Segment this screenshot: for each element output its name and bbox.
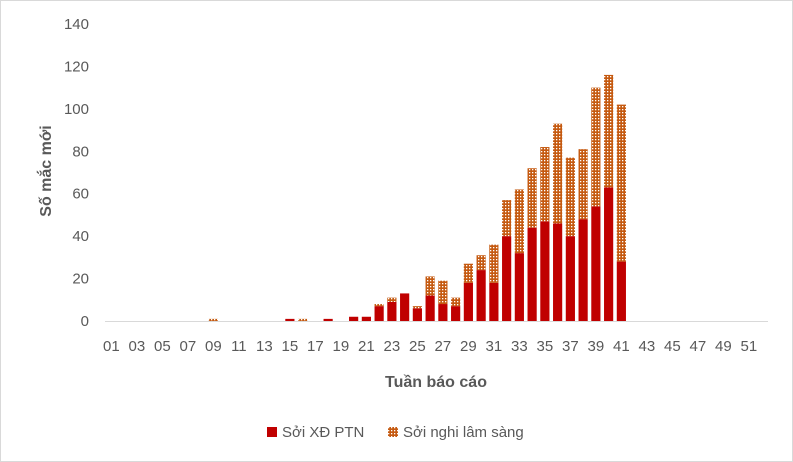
bar-confirmed-week-39 (591, 206, 601, 321)
legend-label-suspected: Sởi nghi lâm sàng (403, 424, 524, 441)
y-tick-label: 0 (81, 313, 89, 330)
x-tick-label: 03 (129, 338, 146, 355)
legend: Sởi XĐ PTN Sởi nghi lâm sàng (267, 424, 524, 441)
bar-confirmed-week-31 (489, 282, 499, 321)
bar-suspected-week-09 (208, 318, 218, 321)
bar-suspected-week-27 (438, 280, 448, 305)
bar-confirmed-week-30 (476, 270, 486, 321)
x-tick-label: 17 (307, 338, 324, 355)
bar-confirmed-week-20 (349, 316, 359, 321)
x-tick-label: 11 (231, 338, 247, 355)
bar-confirmed-week-34 (527, 227, 537, 321)
x-tick-label: 45 (664, 338, 681, 355)
y-axis-title: Số mắc mới (36, 125, 55, 216)
x-tick-label: 47 (690, 338, 707, 355)
legend-swatch-suspected (388, 427, 398, 437)
x-tick-label: 09 (205, 338, 222, 355)
bar-confirmed-week-25 (412, 308, 422, 321)
bar-confirmed-week-15 (285, 318, 295, 321)
x-tick-label: 49 (715, 338, 732, 355)
bar-suspected-week-35 (540, 147, 550, 222)
bar-suspected-week-40 (604, 74, 614, 188)
bar-confirmed-week-21 (361, 316, 371, 321)
bar-confirmed-week-27 (438, 304, 448, 321)
x-tick-label: 35 (537, 338, 554, 355)
x-tick-label: 41 (613, 338, 630, 355)
y-tick-label: 60 (72, 186, 89, 203)
x-tick-label: 31 (486, 338, 503, 355)
x-tick-label: 21 (358, 338, 375, 355)
x-tick-label: 01 (103, 338, 120, 355)
x-tick-label: 25 (409, 338, 426, 355)
x-axis-title: Tuần báo cáo (385, 374, 487, 391)
y-tick-label: 40 (72, 228, 89, 245)
bar-suspected-week-38 (578, 149, 588, 220)
bar-confirmed-week-35 (540, 221, 550, 321)
x-tick-label: 07 (180, 338, 197, 355)
bar-suspected-week-28 (451, 297, 461, 307)
x-tick-label: 19 (333, 338, 350, 355)
bar-confirmed-week-24 (400, 293, 410, 321)
bar-suspected-week-36 (553, 123, 563, 224)
y-axis-ticks: 0 20 40 60 80 100 120 140 (64, 16, 89, 330)
x-tick-label: 33 (511, 338, 528, 355)
bar-suspected-week-31 (489, 244, 499, 283)
x-tick-label: 43 (639, 338, 656, 355)
bar-confirmed-week-28 (451, 306, 461, 321)
bar-confirmed-week-23 (387, 301, 397, 321)
bar-confirmed-week-26 (425, 295, 435, 321)
x-tick-label: 39 (588, 338, 605, 355)
bar-confirmed-week-29 (463, 282, 473, 321)
bar-suspected-week-29 (463, 263, 473, 283)
x-tick-label: 23 (384, 338, 401, 355)
y-tick-label: 20 (72, 271, 89, 288)
bar-confirmed-week-33 (514, 253, 524, 321)
bar-suspected-week-22 (374, 304, 384, 307)
bar-suspected-week-41 (616, 104, 626, 262)
bar-suspected-week-25 (412, 306, 422, 309)
x-tick-label: 05 (154, 338, 171, 355)
bar-confirmed-week-38 (578, 219, 588, 321)
x-tick-label: 13 (256, 338, 273, 355)
bar-confirmed-week-40 (604, 187, 614, 321)
bar-suspected-week-23 (387, 297, 397, 302)
bars (208, 74, 626, 321)
legend-swatch-confirmed (267, 427, 277, 437)
bar-confirmed-week-36 (553, 223, 563, 321)
x-tick-label: 51 (741, 338, 758, 355)
x-tick-label: 27 (435, 338, 452, 355)
bar-suspected-week-16 (298, 318, 308, 321)
bar-suspected-week-26 (425, 276, 435, 296)
bar-suspected-week-32 (502, 200, 512, 237)
bar-suspected-week-34 (527, 168, 537, 228)
x-tick-label: 15 (282, 338, 299, 355)
bar-suspected-week-33 (514, 189, 524, 254)
bar-confirmed-week-18 (323, 318, 333, 321)
x-tick-label: 29 (460, 338, 477, 355)
y-tick-label: 120 (64, 58, 89, 75)
bar-confirmed-week-22 (374, 306, 384, 321)
legend-label-confirmed: Sởi XĐ PTN (282, 424, 364, 441)
y-tick-label: 100 (64, 101, 89, 118)
bar-confirmed-week-32 (502, 236, 512, 321)
bar-confirmed-week-41 (616, 261, 626, 321)
bar-suspected-week-30 (476, 255, 486, 271)
bar-suspected-week-37 (565, 157, 575, 237)
bar-confirmed-week-37 (565, 236, 575, 321)
y-tick-label: 140 (64, 16, 89, 33)
x-axis-ticks: 01 03 05 07 09 11 13 15 17 19 21 23 25 27 29 31 33 35 37 39… (103, 338, 757, 355)
bar-suspected-week-39 (591, 87, 601, 207)
y-tick-label: 80 (72, 143, 89, 160)
x-tick-label: 37 (562, 338, 579, 355)
